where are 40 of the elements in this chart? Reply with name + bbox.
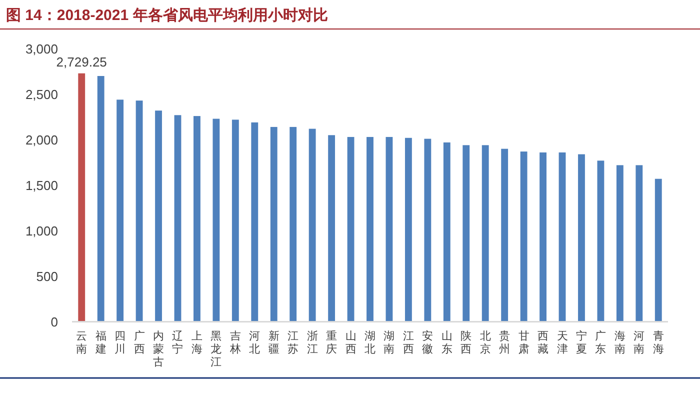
data-label: 2,729.25 (56, 54, 107, 70)
x-tick-label: 江苏 (288, 330, 299, 356)
x-tick-label: 广西 (134, 330, 145, 356)
x-tick-label: 青海 (652, 330, 664, 356)
x-tick-label: 吉林 (228, 330, 241, 356)
x-tick-label: 内蒙古 (153, 330, 164, 369)
x-tick-label: 江西 (402, 330, 414, 356)
x-tick-label: 福建 (94, 330, 106, 356)
x-tick-label: 湖南 (384, 330, 395, 356)
x-tick-label: 新疆 (268, 330, 280, 356)
x-tick-label: 西藏 (538, 330, 549, 356)
x-tick-label: 广东 (595, 330, 606, 356)
x-tick-label: 贵州 (499, 330, 510, 356)
x-tick-label: 辽宁 (172, 330, 184, 356)
y-tick-label: 3,000 (25, 42, 58, 57)
x-tick-label: 山东 (441, 330, 452, 356)
y-tick-label: 1,500 (25, 178, 58, 194)
x-tick-label: 河北 (249, 330, 260, 356)
x-tick-label: 浙江 (306, 330, 318, 356)
x-tick-label: 重庆 (326, 330, 338, 356)
y-tick-label: 500 (36, 269, 58, 284)
x-tick-label: 安徽 (422, 330, 434, 356)
y-tick-label: 0 (50, 314, 58, 330)
x-tick-label: 甘肃 (518, 330, 530, 356)
y-tick-label: 1,000 (25, 224, 58, 239)
x-tick-label: 山西 (345, 330, 356, 356)
x-tick-label: 黑龙江 (210, 330, 222, 369)
x-tick-label: 陕西 (460, 330, 472, 356)
x-tick-label: 湖北 (364, 330, 376, 356)
y-tick-label: 2,000 (25, 132, 58, 148)
x-tick-label: 河南 (634, 330, 645, 356)
title: 图 14：2018-2021 年各省风电平均利用小时对比 (6, 7, 328, 24)
x-tick-label: 北京 (480, 330, 491, 356)
x-tick-label: 上海 (191, 330, 202, 356)
x-tick-label: 云南 (76, 330, 88, 356)
x-tick-label: 宁夏 (576, 330, 587, 356)
x-tick-label: 海南 (614, 330, 626, 356)
x-tick-label: 天津 (556, 330, 568, 356)
x-tick-label: 四川 (114, 330, 126, 356)
y-tick-label: 2,500 (25, 87, 58, 102)
